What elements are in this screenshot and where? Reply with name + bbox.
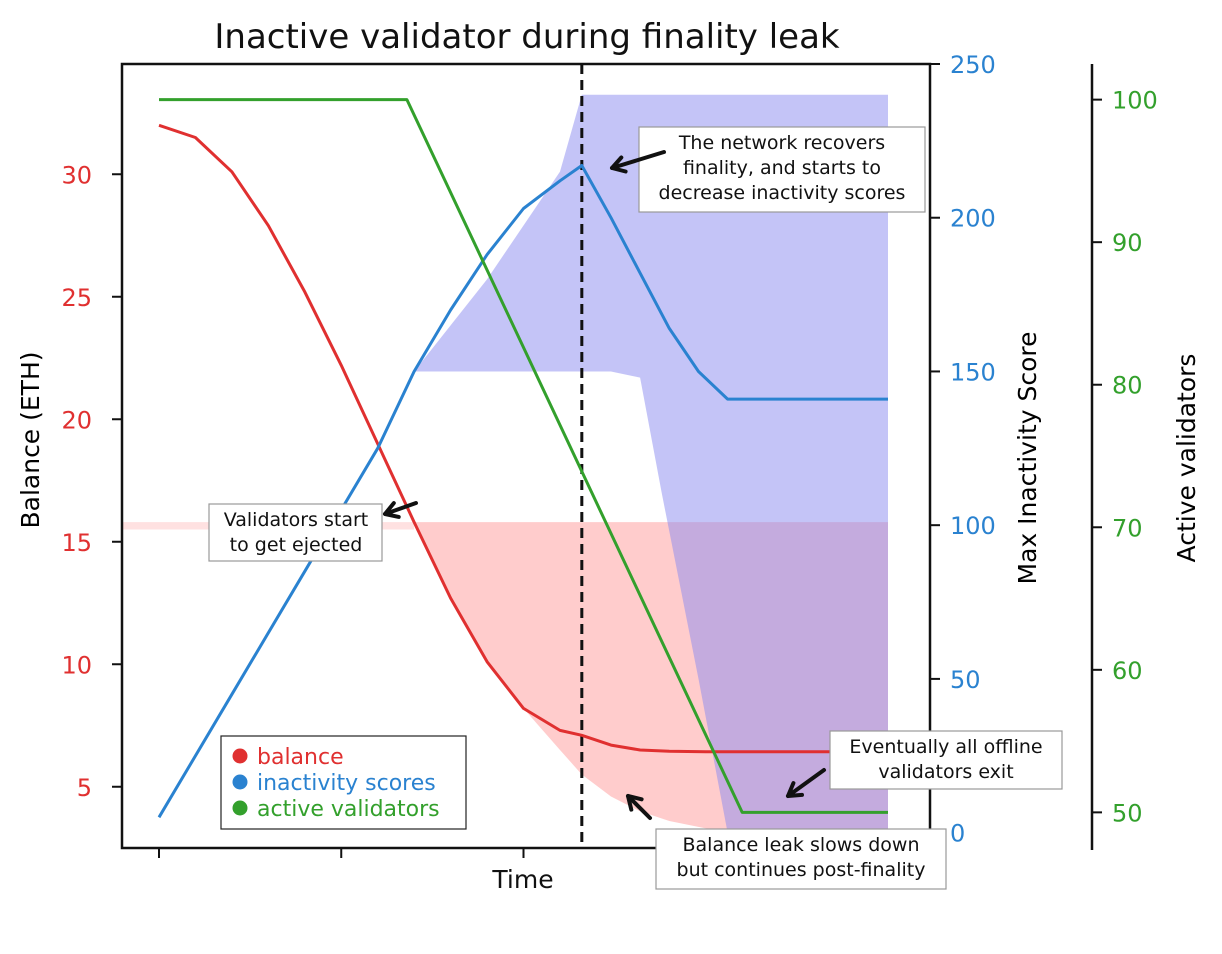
- annotations: The network recovers finality, and starts…: [208, 126, 1063, 890]
- balance-tick-label: 20: [61, 406, 92, 434]
- series-active-validators: [159, 98, 888, 814]
- legend-marker: [232, 800, 248, 816]
- annotation-box: [655, 828, 947, 890]
- annotation-text: decrease inactivity scores: [659, 182, 906, 204]
- legend-label: active validators: [257, 797, 440, 822]
- inactivity-tick-label: 50: [950, 666, 981, 694]
- annotation-arrow: [626, 794, 652, 820]
- inactivity-tick-label: 0: [950, 820, 965, 848]
- annotation-text: Validators start: [224, 509, 369, 531]
- annotation-arrowhead: [610, 155, 628, 174]
- plot-frame: [120, 62, 932, 850]
- validators-tick-label: 90: [1112, 229, 1143, 257]
- balance-tick-label: 5: [77, 774, 92, 802]
- legend-box: [220, 735, 467, 830]
- annotation-box: [208, 503, 383, 562]
- annotation-text: Eventually all offline: [849, 736, 1042, 758]
- annotation-text: but continues post-finality: [677, 859, 926, 881]
- annotation-arrow: [786, 768, 826, 798]
- annotation-arrowhead: [786, 781, 804, 798]
- annotation-text: validators exit: [878, 761, 1013, 783]
- legend-label: balance: [257, 745, 344, 770]
- legend-marker: [232, 774, 248, 790]
- annotation-box: [829, 730, 1063, 790]
- legend-marker: [232, 748, 248, 764]
- inactivity-axis-title: Max Inactivity Score: [1013, 332, 1042, 585]
- balance-axis-title: Balance (ETH): [16, 351, 45, 528]
- validators-tick-label: 80: [1112, 372, 1143, 400]
- validators-tick-label: 60: [1112, 657, 1143, 685]
- balance-tick-label: 30: [61, 161, 92, 189]
- annotation-arrowhead: [626, 794, 644, 812]
- annotation-text: to get ejected: [230, 534, 363, 556]
- annotation-arrow: [610, 150, 666, 170]
- inactivity-tick-label: 100: [950, 512, 996, 540]
- annotation-arrowhead: [383, 501, 401, 519]
- validators-axis-title: Active validators: [1172, 354, 1201, 563]
- validators-tick-label: 100: [1112, 87, 1158, 115]
- annotation-text: The network recovers: [678, 132, 885, 154]
- legend-label: inactivity scores: [257, 771, 436, 796]
- annotation-box: [638, 126, 926, 213]
- chart-title: Inactive validator during finality leak: [214, 17, 840, 57]
- validators-tick-label: 70: [1112, 514, 1143, 542]
- inactivity-tick-label: 200: [950, 205, 996, 233]
- x-axis-title: Time: [491, 865, 553, 894]
- band-2: [414, 94, 888, 833]
- balance-tick-label: 25: [61, 284, 92, 312]
- inactivity-tick-label: 150: [950, 358, 996, 386]
- annotation-text: finality, and starts to: [683, 157, 881, 179]
- balance-tick-label: 10: [61, 651, 92, 679]
- balance-tick-label: 15: [61, 529, 92, 557]
- inactivity-tick-label: 250: [950, 51, 996, 79]
- annotation-text: Balance leak slows down: [682, 834, 919, 856]
- axes: 5 10 15 20 25 30 0 50 100 150 200 250 50 60 70 80 90 100: [61, 51, 1158, 858]
- annotation-arrow: [383, 501, 418, 516]
- series-balance: [158, 123, 888, 754]
- validators-tick-label: 50: [1112, 799, 1143, 827]
